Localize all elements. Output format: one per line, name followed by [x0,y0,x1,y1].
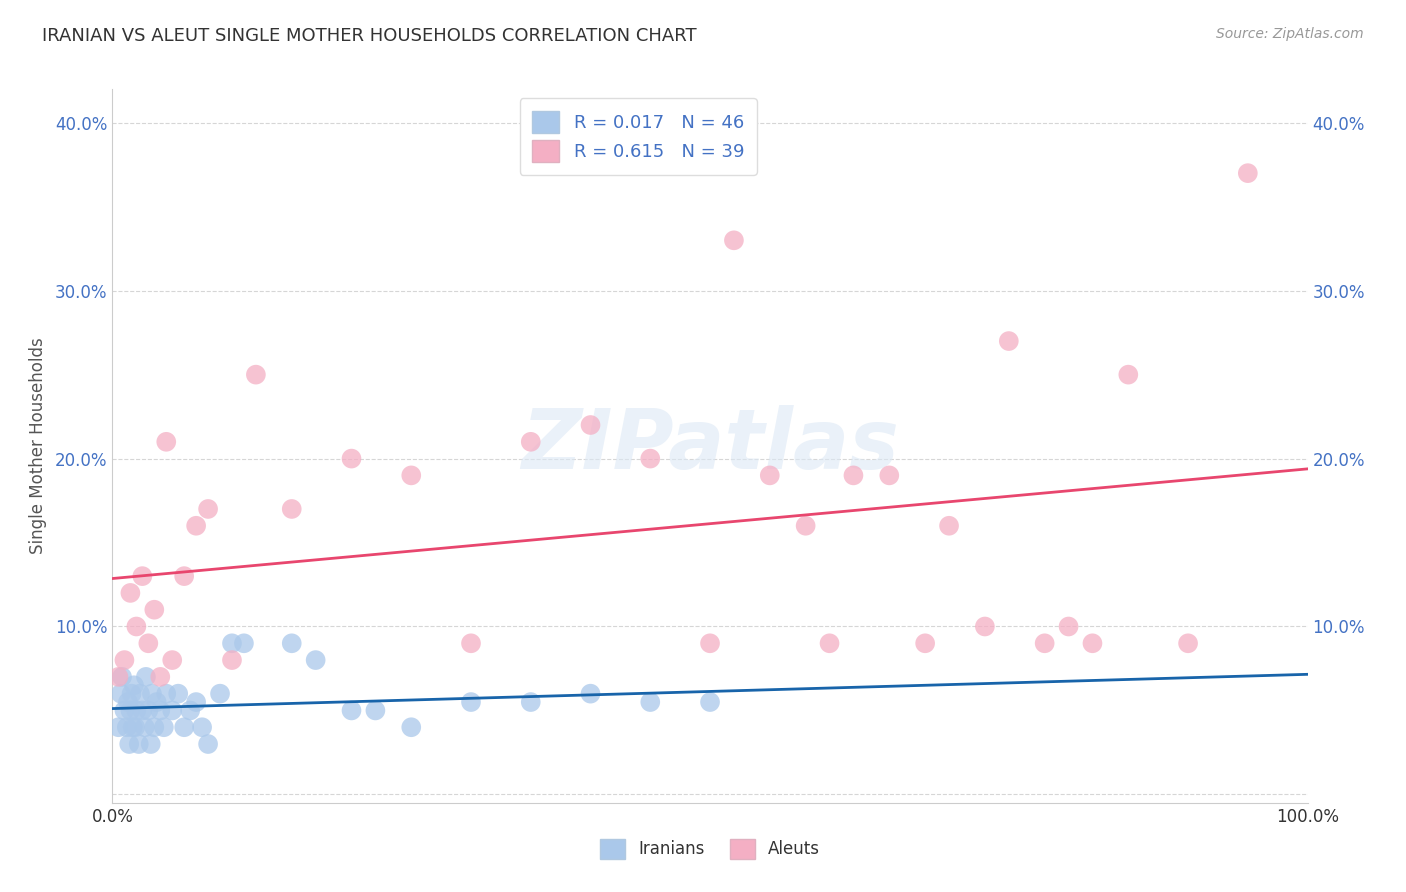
Point [723,233,745,247]
Point [121,687,143,701]
Point [115,720,138,734]
Point [125,619,148,633]
Point [173,569,195,583]
Point [131,703,153,717]
Point [879,468,901,483]
Point [153,720,176,734]
Point [124,720,146,734]
Point [1237,166,1260,180]
Point [138,636,160,650]
Point [186,518,208,533]
Point [197,502,219,516]
Point [149,703,172,717]
Text: Source: ZipAtlas.com: Source: ZipAtlas.com [1216,27,1364,41]
Point [842,468,865,483]
Point [149,670,172,684]
Point [340,451,363,466]
Point [155,687,177,701]
Point [460,636,482,650]
Point [401,720,423,734]
Point [221,636,243,650]
Point [129,687,152,701]
Point [128,737,150,751]
Point [364,703,387,717]
Point [1033,636,1056,650]
Point [460,695,482,709]
Point [914,636,936,650]
Point [120,586,142,600]
Legend: Iranians, Aleuts: Iranians, Aleuts [593,832,827,866]
Point [1177,636,1199,650]
Point [173,720,195,734]
Point [1081,636,1104,650]
Point [110,687,132,701]
Point [138,703,160,717]
Point [145,695,167,709]
Point [162,703,183,717]
Point [305,653,328,667]
Point [998,334,1021,348]
Point [1057,619,1080,633]
Point [818,636,841,650]
Point [143,603,166,617]
Point [640,695,662,709]
Point [125,703,148,717]
Point [111,670,134,684]
Text: IRANIAN VS ALEUT SINGLE MOTHER HOUSEHOLDS CORRELATION CHART: IRANIAN VS ALEUT SINGLE MOTHER HOUSEHOLD… [42,27,697,45]
Point [155,434,177,449]
Point [209,687,232,701]
Point [186,695,208,709]
Point [520,434,543,449]
Y-axis label: Single Mother Households: Single Mother Households [28,338,46,554]
Point [401,468,423,483]
Point [143,720,166,734]
Point [640,451,662,466]
Point [107,670,129,684]
Point [131,569,153,583]
Point [134,720,156,734]
Point [759,468,782,483]
Point [114,653,135,667]
Text: ZIPatlas: ZIPatlas [522,406,898,486]
Point [699,636,721,650]
Point [122,678,145,692]
Point [135,670,157,684]
Point [139,737,162,751]
Point [794,518,817,533]
Point [340,703,363,717]
Point [233,636,256,650]
Point [107,720,129,734]
Point [281,502,304,516]
Point [141,687,163,701]
Point [167,687,190,701]
Point [974,619,997,633]
Point [579,687,602,701]
Point [281,636,304,650]
Point [191,720,214,734]
Point [699,695,721,709]
Point [579,417,602,432]
Point [245,368,267,382]
Point [221,653,243,667]
Point [117,695,139,709]
Point [162,653,183,667]
Point [197,737,219,751]
Point [118,737,141,751]
Point [120,703,142,717]
Point [938,518,960,533]
Point [1118,368,1140,382]
Point [520,695,543,709]
Point [121,720,143,734]
Point [114,703,135,717]
Point [179,703,201,717]
